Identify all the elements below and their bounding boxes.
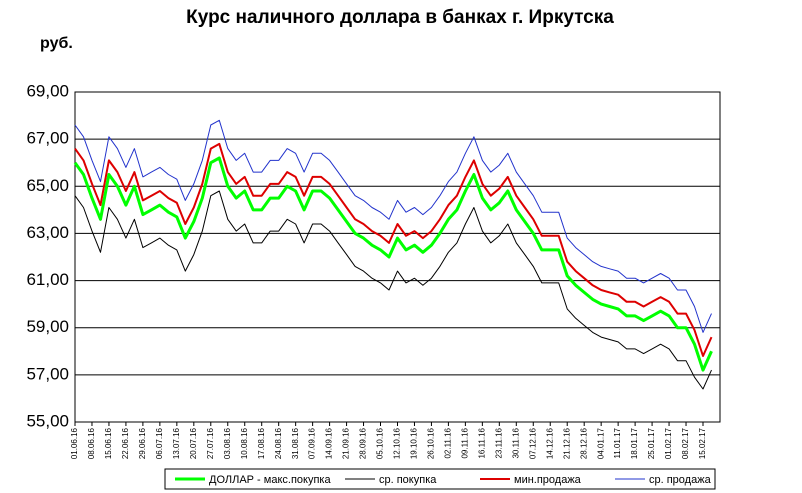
x-tick-label: 28.09.16 — [359, 427, 368, 459]
series-line — [74, 142, 713, 357]
x-tick-label: 16.11.16 — [477, 427, 486, 458]
x-tick-label: 30.11.16 — [511, 427, 520, 458]
legend-label: ср. продажа — [649, 474, 712, 486]
x-tick-label: 22.06.16 — [121, 427, 130, 459]
x-tick-label: 01.02.17 — [664, 427, 673, 459]
x-tick-label: 27.07.16 — [206, 427, 215, 459]
y-tick-label: 55,00 — [26, 411, 69, 430]
series-line — [74, 190, 712, 390]
x-tick-label: 14.09.16 — [325, 427, 334, 459]
x-tick-label: 08.06.16 — [87, 427, 96, 459]
y-tick-label: 61,00 — [26, 270, 69, 289]
x-tick-label: 14.12.16 — [545, 427, 554, 459]
legend-label: ДОЛЛАР - макс.покупка — [209, 474, 331, 486]
y-tick-label: 57,00 — [26, 364, 69, 383]
x-tick-label: 08.02.17 — [681, 427, 690, 459]
x-tick-label: 01.06.16 — [70, 427, 79, 459]
series-line — [74, 119, 712, 333]
y-tick-label: 63,00 — [26, 223, 69, 242]
x-tick-label: 02.11.16 — [444, 427, 453, 458]
x-tick-label: 15.02.17 — [698, 427, 707, 459]
x-tick-label: 13.07.16 — [172, 427, 181, 459]
x-tick-label: 11.01.17 — [613, 427, 622, 458]
plot-area — [74, 91, 721, 423]
x-tick-label: 18.01.17 — [630, 427, 639, 459]
x-tick-label: 21.09.16 — [342, 427, 351, 459]
x-tick-label: 24.08.16 — [274, 427, 283, 459]
legend-box — [164, 468, 716, 490]
x-tick-label: 07.12.16 — [528, 427, 537, 459]
x-tick-label: 07.09.16 — [308, 427, 317, 459]
x-tick-label: 23.11.16 — [494, 427, 503, 458]
x-tick-label: 10.08.16 — [240, 427, 249, 459]
x-tick-label: 31.08.16 — [291, 427, 300, 459]
y-axis-label: руб. — [40, 35, 73, 52]
y-tick-label: 67,00 — [26, 129, 69, 148]
legend-label: ср. покупка — [379, 474, 437, 486]
x-tick-label: 26.10.16 — [427, 427, 436, 459]
x-tick-label: 15.06.16 — [104, 427, 113, 459]
x-tick-label: 25.01.17 — [647, 427, 656, 459]
chart-title: Курс наличного доллара в банках г. Иркут… — [186, 7, 614, 28]
x-tick-label: 20.07.16 — [189, 427, 198, 459]
x-tick-label: 12.10.16 — [393, 427, 402, 459]
legend-label: мин.продажа — [514, 474, 582, 486]
x-tick-label: 03.08.16 — [223, 427, 232, 459]
x-tick-label: 21.12.16 — [562, 427, 571, 459]
x-tick-label: 28.12.16 — [579, 427, 588, 459]
y-tick-label: 65,00 — [26, 176, 69, 195]
x-tick-label: 29.06.16 — [138, 427, 147, 459]
x-tick-label: 19.10.16 — [410, 427, 419, 459]
y-tick-label: 69,00 — [26, 81, 69, 100]
y-tick-label: 59,00 — [26, 317, 69, 336]
x-tick-label: 17.08.16 — [257, 427, 266, 459]
series-line — [73, 156, 713, 372]
x-tick-label: 04.01.17 — [596, 427, 605, 459]
x-tick-label: 09.11.16 — [460, 427, 469, 458]
x-tick-label: 05.10.16 — [376, 427, 385, 459]
x-tick-label: 06.07.16 — [155, 427, 164, 459]
